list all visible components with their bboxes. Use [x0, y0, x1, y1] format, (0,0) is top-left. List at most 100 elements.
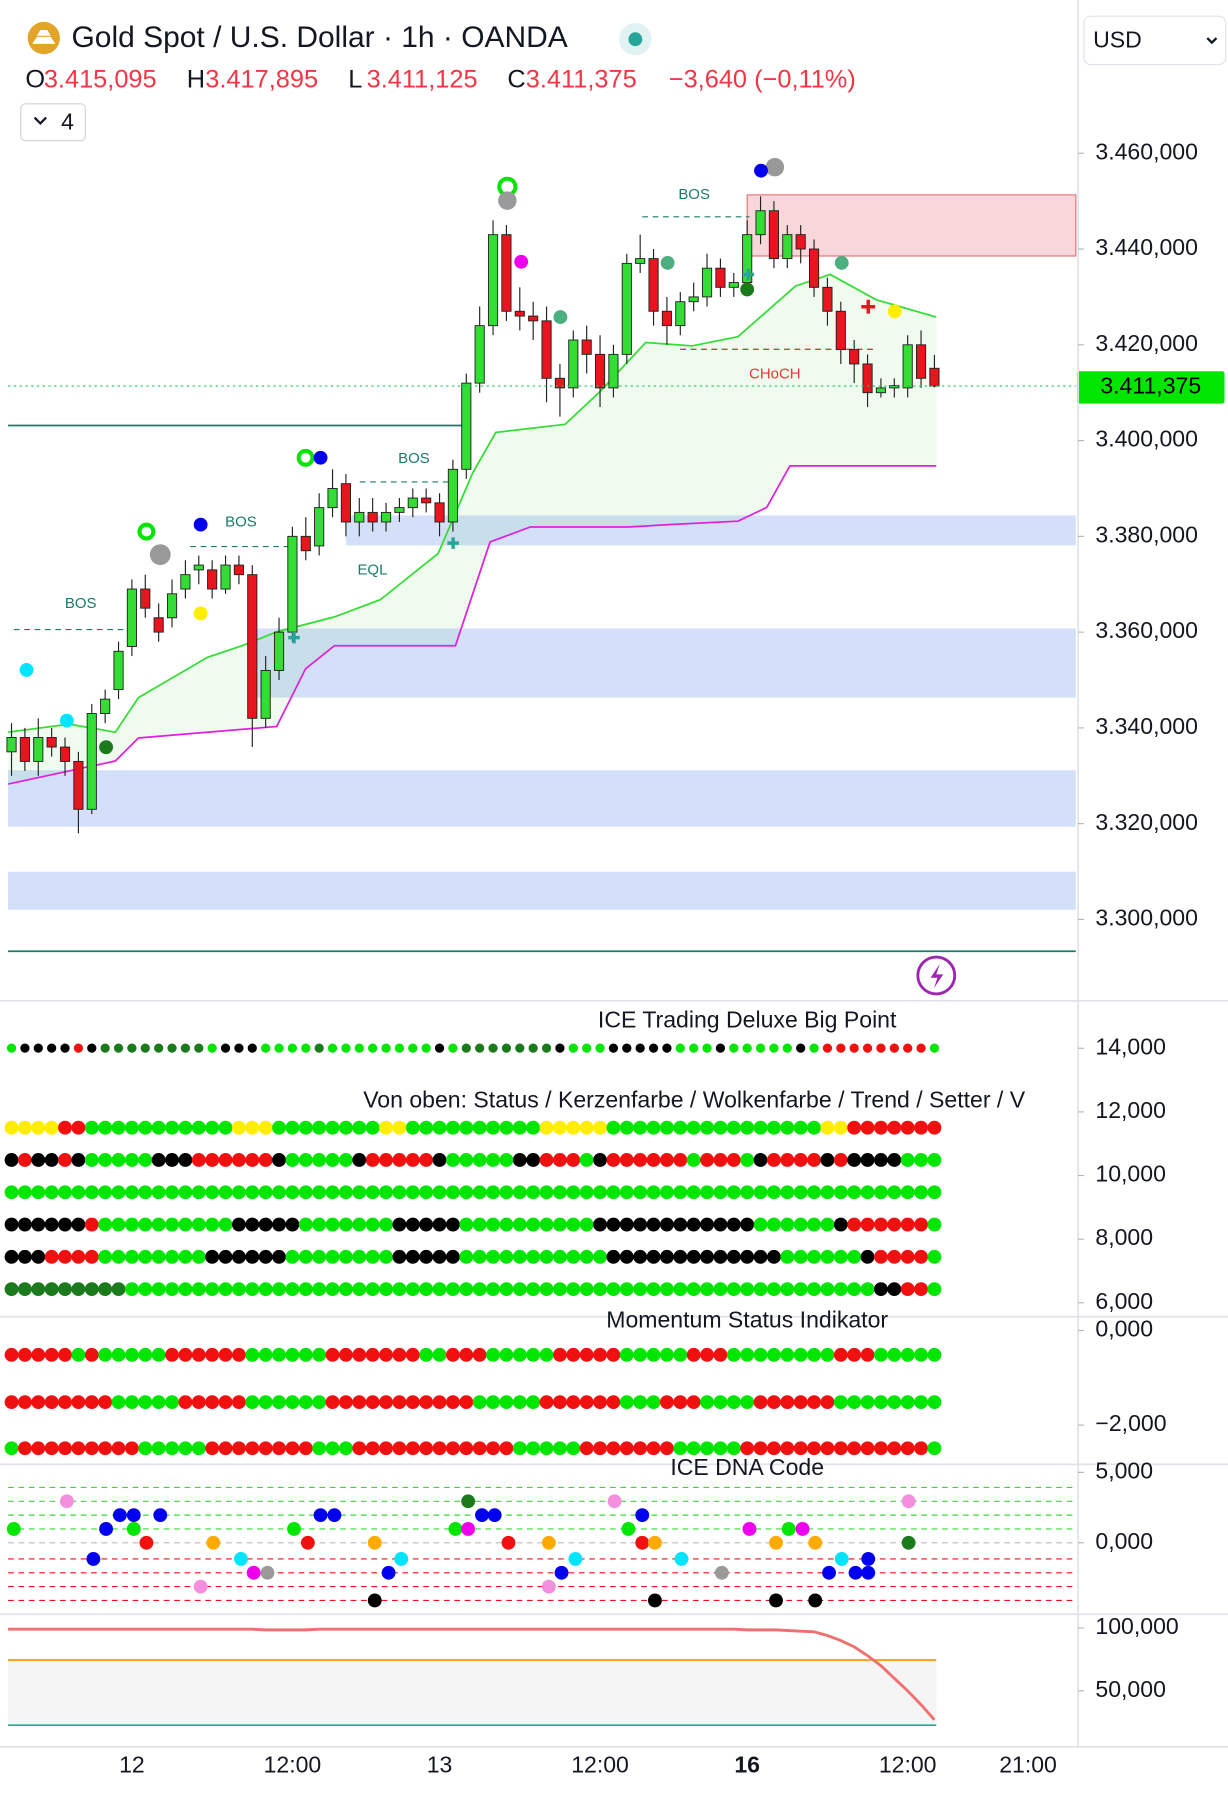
state-dot	[272, 1217, 286, 1232]
state-dot	[84, 1395, 99, 1410]
state-dot	[622, 1043, 632, 1053]
state-dot	[285, 1249, 300, 1264]
state-dot	[686, 1441, 701, 1456]
state-dot	[231, 1153, 246, 1167]
state-dot	[606, 1153, 621, 1167]
state-dot	[4, 1347, 19, 1362]
state-dot	[392, 1120, 407, 1135]
state-dot	[98, 1153, 113, 1167]
x-tick-label: 12:00	[879, 1752, 937, 1778]
state-dot	[352, 1217, 367, 1232]
state-dot	[151, 1282, 166, 1297]
state-dot	[352, 1185, 367, 1200]
state-dot	[165, 1282, 179, 1297]
state-dot	[127, 1043, 137, 1053]
state-dot	[138, 1153, 153, 1167]
state-dot	[258, 1249, 273, 1264]
state-dot	[205, 1120, 220, 1135]
state-dot	[58, 1441, 72, 1456]
state-dot	[312, 1217, 327, 1232]
state-dot	[820, 1153, 835, 1167]
y-tick-label: 3.420,000	[1095, 330, 1198, 356]
state-dot	[298, 1153, 313, 1167]
candle-body	[407, 497, 418, 509]
state-dot	[218, 1347, 233, 1362]
state-dot	[512, 1153, 527, 1167]
state-dot	[833, 1441, 848, 1456]
candle-body	[661, 310, 672, 327]
pane-title: ICE DNA Code	[670, 1454, 824, 1480]
state-dot	[178, 1441, 193, 1456]
state-dot	[338, 1153, 353, 1167]
marker	[193, 606, 208, 621]
state-dot	[860, 1185, 875, 1200]
state-dot	[726, 1347, 741, 1362]
state-dot	[820, 1249, 835, 1264]
candle-body	[474, 325, 485, 384]
state-dot	[178, 1249, 193, 1264]
state-dot	[553, 1153, 567, 1167]
marker	[887, 304, 902, 319]
marker	[193, 517, 208, 532]
state-dot	[633, 1120, 648, 1135]
candle-body	[140, 588, 151, 609]
state-dot	[419, 1249, 434, 1264]
x-tick-label: 13	[427, 1752, 453, 1778]
state-dot	[419, 1282, 434, 1297]
state-dot	[753, 1441, 768, 1456]
alert-icon[interactable]	[916, 955, 957, 996]
state-dot	[673, 1347, 688, 1362]
state-dot	[769, 1043, 779, 1053]
state-dot	[862, 1043, 873, 1053]
state-dot	[753, 1282, 768, 1297]
state-dot	[512, 1441, 527, 1456]
state-dot	[207, 1043, 217, 1053]
structure-label: BOS	[65, 595, 97, 612]
candle-body	[367, 511, 378, 523]
state-dot	[327, 1043, 338, 1053]
state-dot	[619, 1395, 634, 1410]
marker	[149, 544, 171, 566]
dna-dot	[153, 1508, 168, 1523]
state-dot	[338, 1282, 353, 1297]
state-dot	[285, 1217, 300, 1232]
state-dot	[700, 1217, 714, 1232]
indicator-toggle[interactable]	[20, 103, 86, 142]
state-dot	[713, 1395, 728, 1410]
state-dot	[593, 1153, 607, 1167]
y-tick-label: 3.460,000	[1095, 138, 1198, 164]
state-dot	[541, 1043, 552, 1053]
state-dot	[231, 1185, 246, 1200]
state-dot	[889, 1043, 899, 1053]
state-dot	[87, 1043, 97, 1053]
dna-dot	[795, 1522, 810, 1536]
state-dot	[405, 1153, 420, 1167]
state-dot	[47, 1043, 57, 1053]
dna-dot	[808, 1593, 823, 1608]
state-dot	[17, 1153, 32, 1167]
state-dot	[528, 1043, 538, 1053]
state-dot	[475, 1043, 485, 1053]
state-dot	[218, 1441, 233, 1456]
state-dot	[753, 1185, 768, 1200]
state-dot	[312, 1441, 327, 1456]
state-dot	[298, 1441, 313, 1456]
state-dot	[499, 1185, 514, 1200]
candle-body	[193, 564, 204, 571]
state-dot	[472, 1395, 487, 1410]
state-dot	[272, 1282, 286, 1297]
state-dot	[218, 1153, 233, 1167]
state-dot	[742, 1043, 752, 1053]
state-dot	[796, 1043, 806, 1053]
state-dot	[619, 1153, 634, 1167]
state-dot	[633, 1347, 648, 1362]
state-dot	[539, 1395, 554, 1410]
state-dot	[579, 1441, 594, 1456]
state-dot	[675, 1043, 685, 1053]
state-dot	[807, 1217, 821, 1232]
dna-dot	[367, 1593, 382, 1608]
dna-dot	[246, 1565, 261, 1580]
state-dot	[459, 1441, 474, 1456]
currency-select[interactable]	[1083, 15, 1227, 66]
status-dot	[628, 32, 643, 47]
